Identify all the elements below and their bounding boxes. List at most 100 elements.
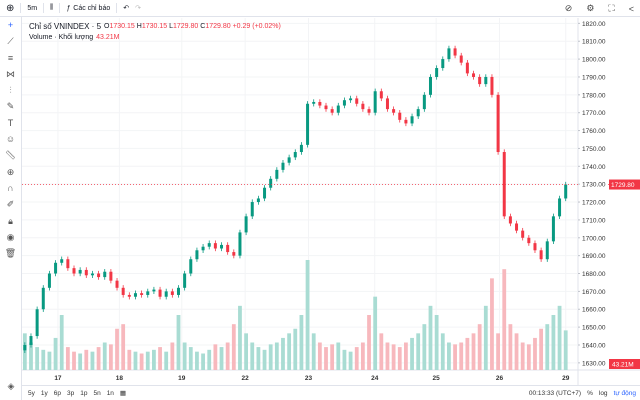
candle-body xyxy=(361,103,365,110)
trend-line-icon[interactable]: ⟋ xyxy=(7,36,14,47)
volume-bar xyxy=(90,351,95,370)
y-tick-label: 1790.00 xyxy=(582,74,606,81)
layers-icon[interactable]: ◈ xyxy=(7,380,15,391)
replay-icon[interactable]: ⊘ xyxy=(564,3,573,13)
candle-body xyxy=(152,289,156,292)
log-toggle[interactable]: log xyxy=(598,389,608,397)
range-1p[interactable]: 1p xyxy=(80,389,88,397)
open-label: O xyxy=(104,23,110,30)
interval-button[interactable]: 5m xyxy=(27,4,38,12)
lock-draw-icon[interactable]: ✐ xyxy=(6,199,15,210)
high-value: 1730.15 xyxy=(141,23,168,30)
volume-bar xyxy=(35,347,40,370)
volume-bar xyxy=(152,349,156,370)
candle-body xyxy=(60,259,64,263)
measure-icon[interactable]: ⫶ xyxy=(9,85,12,96)
plus-circle-icon[interactable]: ⊕ xyxy=(6,2,15,14)
candle-body xyxy=(47,273,51,288)
range-1y[interactable]: 1y xyxy=(40,389,48,397)
volume-bar xyxy=(539,328,544,370)
candle-body xyxy=(232,252,236,256)
range-5n[interactable]: 5n xyxy=(93,389,101,397)
x-tick-label: 22 xyxy=(242,375,250,382)
candle-body xyxy=(281,162,285,170)
last-price-label: 1729.80 xyxy=(611,182,635,189)
candle-body xyxy=(324,105,328,110)
candle-body xyxy=(564,184,568,199)
volume-bar xyxy=(65,347,70,370)
volume-bar xyxy=(121,324,126,370)
indicators-button[interactable]: Các chỉ báo xyxy=(73,4,111,12)
undo-icon[interactable]: ↶ xyxy=(123,5,130,12)
volume-bar xyxy=(391,344,396,370)
close-value: 1729.80 xyxy=(205,23,231,30)
share-icon[interactable]: < xyxy=(628,3,634,14)
auto-toggle[interactable]: tự động xyxy=(613,389,636,397)
volume-bar xyxy=(182,342,187,370)
redo-icon[interactable]: ↷ xyxy=(135,5,141,12)
candle-body xyxy=(263,187,267,199)
volume-bar xyxy=(78,353,83,370)
fullscreen-icon[interactable]: ⛶ xyxy=(608,3,615,13)
volume-bar xyxy=(533,337,537,370)
volume-bar xyxy=(428,305,433,370)
candle-body xyxy=(72,268,76,274)
y-tick-label: 1700.00 xyxy=(582,235,606,242)
emoji-icon[interactable]: ☺ xyxy=(5,134,16,145)
magnet-icon[interactable]: ∩ xyxy=(7,182,14,193)
volume-bar xyxy=(434,315,439,370)
gear-icon[interactable]: ⚙ xyxy=(586,3,595,13)
x-tick-label: 19 xyxy=(178,375,186,382)
candle-body xyxy=(158,289,162,297)
candle-body xyxy=(379,91,383,99)
volume-bar xyxy=(164,351,169,370)
lock-icon[interactable]: 🔒︎ xyxy=(8,215,13,226)
trash-icon[interactable]: 🗑︎ xyxy=(4,248,17,259)
calendar-icon[interactable]: ▦ xyxy=(119,390,127,397)
volume-bar xyxy=(262,349,267,370)
y-tick-label: 1710.00 xyxy=(582,217,606,224)
volume-bar xyxy=(348,351,353,370)
zoom-in-icon[interactable]: ⊕ xyxy=(6,166,15,177)
crosshair-icon[interactable]: + xyxy=(7,20,14,30)
x-tick-label: 24 xyxy=(371,375,379,382)
candle-body xyxy=(330,109,334,113)
volume-bar xyxy=(244,333,249,370)
volume-bar xyxy=(158,347,162,370)
volume-bar xyxy=(170,342,175,370)
candle-body xyxy=(312,101,316,104)
volume-bar xyxy=(84,349,89,370)
eye-icon[interactable]: ◉ xyxy=(6,231,15,242)
candle-body xyxy=(109,271,113,281)
text-icon[interactable]: T xyxy=(7,117,14,128)
volume-bar xyxy=(336,342,341,370)
y-tick-label: 1750.00 xyxy=(582,146,606,153)
volume-bar xyxy=(115,328,119,370)
candle-body xyxy=(103,271,107,278)
y-tick-label: 1720.00 xyxy=(582,200,606,207)
ruler-icon[interactable]: 📏︎ xyxy=(4,150,17,161)
y-tick-label: 1650.00 xyxy=(582,325,606,332)
open-value: 1730.15 xyxy=(109,23,135,30)
candles-icon[interactable]: ⫼ xyxy=(50,4,54,11)
high-label: H xyxy=(136,23,142,30)
candle-body xyxy=(392,109,396,113)
range-6p[interactable]: 6p xyxy=(53,389,61,397)
volume-bar xyxy=(330,344,335,370)
candle-body xyxy=(213,243,217,249)
y-tick-label: 1660.00 xyxy=(582,307,606,314)
brush-icon[interactable]: ✎ xyxy=(6,101,15,112)
range-5y[interactable]: 5y xyxy=(28,389,35,397)
fib-icon[interactable]: ≡ xyxy=(7,52,14,63)
clock: 00:13:33 (UTC+7) xyxy=(528,389,582,397)
candle-body xyxy=(299,144,303,153)
range-3p[interactable]: 3p xyxy=(66,389,75,397)
range-1n[interactable]: 1n xyxy=(106,389,114,397)
pattern-icon[interactable]: ⋈ xyxy=(6,68,15,79)
candle-body xyxy=(367,109,371,113)
candle-body xyxy=(539,250,543,260)
percent-toggle[interactable]: % xyxy=(587,389,593,397)
candle-body xyxy=(189,259,193,274)
volume-bar xyxy=(299,315,304,370)
